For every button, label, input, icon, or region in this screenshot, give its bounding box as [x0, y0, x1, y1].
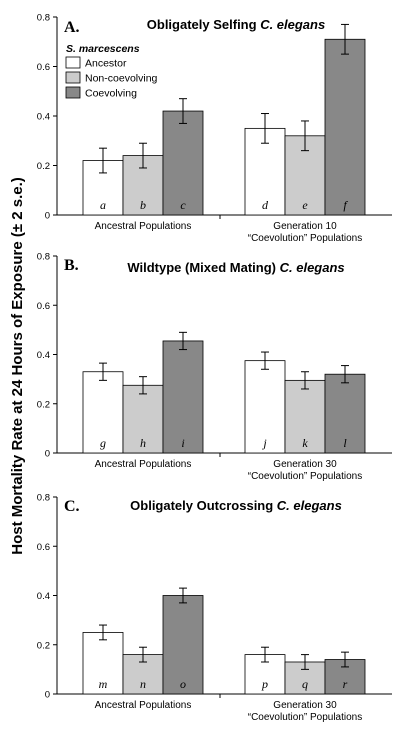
y-tick-label: 0.8	[37, 493, 50, 504]
panel-title-species: C. elegans	[280, 260, 345, 275]
legend-label: Ancestor	[85, 58, 127, 70]
bar	[244, 360, 286, 454]
bar	[324, 38, 366, 216]
y-tick-label: 0.4	[37, 112, 50, 123]
bar-letter-label: l	[343, 436, 347, 450]
panel-letter: B.	[64, 257, 79, 274]
legend-label: Coevolving	[85, 88, 137, 100]
legend-title: S. marcescens	[66, 43, 140, 55]
panel-title: Wildtype (Mixed Mating) C. elegans	[127, 260, 344, 275]
bar	[324, 373, 366, 454]
bar-letter-label: e	[302, 198, 308, 212]
bar	[162, 595, 204, 695]
x-category-label: Ancestral Populations	[95, 700, 192, 711]
chart-panel-1: 0 0.2 0.4 0.6 0.8 A. Obligately Selfing C. ele…	[37, 13, 392, 244]
bar	[122, 384, 164, 454]
legend-label: Non-coevolving	[85, 73, 158, 85]
y-tick-label: 0.6	[37, 542, 50, 553]
bar	[82, 632, 124, 695]
x-category-label: “Coevolution” Populations	[248, 712, 363, 723]
x-category-label: Ancestral Populations	[95, 221, 192, 232]
legend-swatch	[65, 86, 81, 99]
x-category-label: “Coevolution” Populations	[248, 233, 363, 244]
y-tick-label: 0.6	[37, 301, 50, 312]
y-tick-label: 0.4	[37, 591, 50, 602]
panel-title: Obligately Selfing C. elegans	[147, 17, 325, 32]
y-tick-label: 0.2	[37, 640, 50, 651]
bar-letter-label: a	[100, 198, 106, 212]
y-tick-label: 0	[45, 211, 50, 222]
bar-letter-label: c	[180, 198, 186, 212]
panel-title: Obligately Outcrossing C. elegans	[130, 498, 342, 513]
y-tick-label: 0.6	[37, 62, 50, 73]
panel-title-species: C. elegans	[260, 17, 325, 32]
bar-letter-label: k	[302, 436, 308, 450]
legend: S. marcescens Ancestor Non-coevolving Coevo…	[65, 43, 158, 100]
bar-letter-label: p	[261, 677, 268, 691]
panel-title-prefix: Obligately Outcrossing	[130, 498, 277, 513]
bar-letter-label: i	[181, 436, 184, 450]
x-category-label: Generation 10	[273, 221, 337, 232]
y-tick-label: 0.2	[37, 399, 50, 410]
x-category-label: “Coevolution” Populations	[248, 471, 363, 482]
bar-letter-label: h	[140, 436, 146, 450]
x-category-label: Ancestral Populations	[95, 459, 192, 470]
y-tick-label: 0.8	[37, 13, 50, 24]
bar-letter-label: b	[140, 198, 146, 212]
bar-letter-label: m	[99, 677, 108, 691]
panel-title-prefix: Wildtype (Mixed Mating)	[127, 260, 279, 275]
panel-title-prefix: Obligately Selfing	[147, 17, 260, 32]
bar-letter-label: j	[261, 436, 267, 450]
x-category-label: Generation 30	[273, 700, 337, 711]
y-tick-label: 0.4	[37, 350, 50, 361]
bar-letter-label: g	[100, 436, 106, 450]
bar-letter-label: q	[302, 677, 308, 691]
bar-letter-label: f	[343, 198, 348, 212]
y-tick-label: 0	[45, 690, 50, 701]
bar-letter-label: d	[262, 198, 269, 212]
y-tick-label: 0	[45, 449, 50, 460]
y-axis-label: Host Mortality Rate at 24 Hours of Expos…	[9, 177, 26, 554]
panel-letter: A.	[64, 19, 80, 36]
y-tick-label: 0.8	[37, 252, 50, 263]
x-category-label: Generation 30	[273, 459, 337, 470]
bar-letter-label: r	[343, 677, 348, 691]
bar-letter-label: o	[180, 677, 186, 691]
panel-letter: C.	[64, 498, 80, 515]
bar-letter-label: n	[140, 677, 146, 691]
bar	[162, 110, 204, 216]
chart-panel-3: 0 0.2 0.4 0.6 0.8 C. Obligately Outcrossing C.…	[37, 493, 392, 723]
panel-title-species: C. elegans	[277, 498, 342, 513]
bar	[82, 371, 124, 454]
y-tick-label: 0.2	[37, 161, 50, 172]
legend-swatch	[65, 71, 81, 84]
chart-panel-2: 0 0.2 0.4 0.6 0.8 B. Wildtype (Mixed Mating) C…	[37, 252, 392, 482]
legend-swatch	[65, 56, 81, 69]
